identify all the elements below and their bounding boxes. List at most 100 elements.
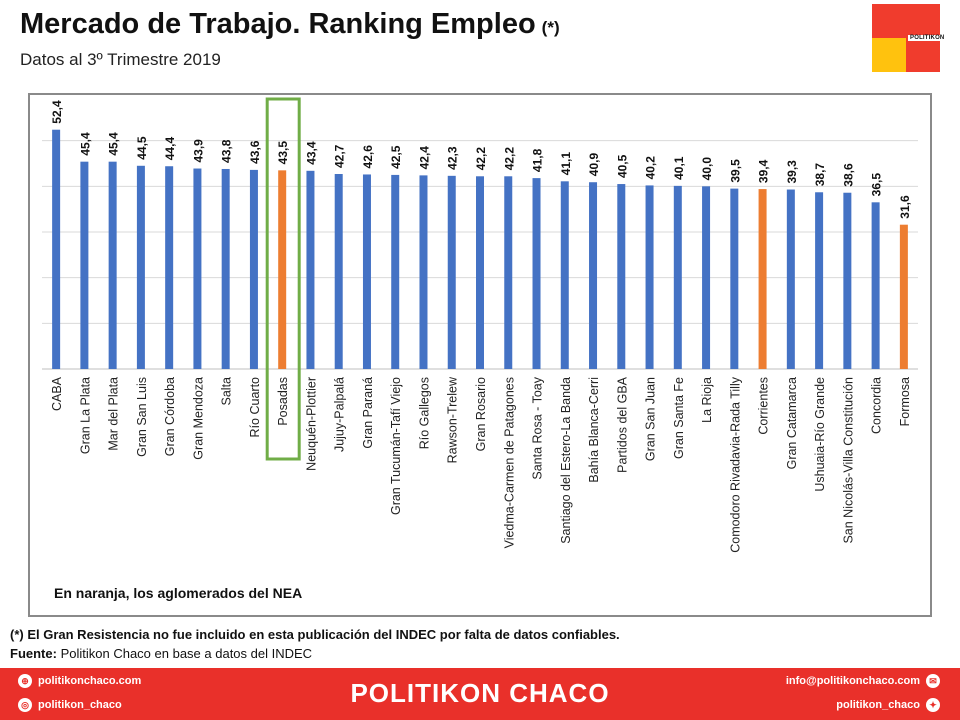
page-title: Mercado de Trabajo. Ranking Empleo (*) <box>20 8 560 41</box>
bar <box>843 192 852 369</box>
category-label: Posadas <box>276 377 290 426</box>
category-label: Mar del Plata <box>107 377 121 451</box>
chart-frame: 52,4 CABA 45,4 Gran La Plata 45,4 Mar del Pla… <box>28 93 932 617</box>
title-text: Mercado de Trabajo. Ranking Empleo <box>20 8 536 40</box>
globe-icon: ⊕ <box>18 674 32 688</box>
category-label: Gran Catamarca <box>785 377 799 469</box>
bar <box>80 161 89 369</box>
category-label: Salta <box>220 377 234 406</box>
bar <box>249 169 258 369</box>
bar-value-label: 41,8 <box>531 148 545 172</box>
source-line: Fuente: Politikon Chaco en base a datos … <box>10 646 312 661</box>
bar <box>560 181 569 369</box>
category-label: Ushuaia-Río Grande <box>813 377 827 492</box>
bar <box>419 175 428 369</box>
footer-brand: POLITIKON CHACO <box>350 678 610 708</box>
bar-value-label: 42,2 <box>474 147 488 171</box>
bar <box>52 129 61 369</box>
bar-value-label: 44,5 <box>135 136 149 160</box>
footer-bar: ⊕ politikonchaco.com ◎ politikon_chaco P… <box>0 668 960 720</box>
bar-value-label: 42,6 <box>361 145 375 169</box>
category-label: Gran Paraná <box>361 377 375 449</box>
bar-value-label: 39,5 <box>728 159 742 183</box>
bar <box>871 202 880 369</box>
bar-value-label: 40,2 <box>644 156 658 180</box>
bar <box>447 175 456 369</box>
bar <box>391 174 400 369</box>
footer-website-text: politikonchaco.com <box>38 675 142 687</box>
category-label: Partidos del GBA <box>615 376 629 473</box>
bar-value-label: 42,3 <box>446 146 460 170</box>
bar-value-label: 43,8 <box>220 139 234 163</box>
mail-icon: ✉ <box>926 674 940 688</box>
bar-value-label: 31,6 <box>898 195 912 219</box>
bar <box>362 174 371 369</box>
category-label: Río Cuarto <box>248 377 262 437</box>
footer-website[interactable]: ⊕ politikonchaco.com <box>12 674 141 688</box>
bar <box>165 166 174 369</box>
bar-value-label: 40,0 <box>700 157 714 181</box>
category-label: Río Gallegos <box>417 377 431 449</box>
bar <box>589 182 598 369</box>
bar-value-label: 39,3 <box>785 160 799 184</box>
bar-value-label: 40,1 <box>672 156 686 180</box>
footer-twitter[interactable]: politikon_chaco ✦ <box>836 698 946 712</box>
page-subtitle: Datos al 3º Trimestre 2019 <box>20 50 221 69</box>
category-label: Gran San Juan <box>644 377 658 461</box>
category-label: Formosa <box>898 377 912 426</box>
source-label: Fuente: <box>10 646 57 661</box>
highlight-box <box>265 97 301 461</box>
bar-value-label: 44,4 <box>163 137 177 161</box>
category-label: Concordia <box>870 377 884 434</box>
category-label: Gran La Plata <box>78 377 92 454</box>
category-label: La Rioja <box>700 377 714 423</box>
bar <box>617 184 626 369</box>
footer-instagram[interactable]: ◎ politikon_chaco <box>12 698 122 712</box>
politikon-logo: POLITIKON <box>872 4 947 72</box>
bar-value-label: 52,4 <box>50 100 64 124</box>
bar-value-label: 43,4 <box>304 141 318 165</box>
bar-value-label: 42,4 <box>417 146 431 170</box>
bar <box>306 170 315 369</box>
bar-value-label: 39,4 <box>757 159 771 183</box>
bar-value-label: 38,6 <box>841 163 855 187</box>
bar <box>136 165 145 369</box>
footer-twitter-text: politikon_chaco <box>836 699 920 711</box>
bar <box>108 161 117 369</box>
logo-square-top-right <box>906 4 940 38</box>
footer-instagram-text: politikon_chaco <box>38 699 122 711</box>
title-note: (*) <box>541 18 560 37</box>
bar <box>786 189 795 369</box>
bar-value-label: 40,5 <box>615 154 629 178</box>
bar-value-label: 42,2 <box>502 147 516 171</box>
chart-annotation: En naranja, los aglomerados del NEA <box>54 585 303 601</box>
bar-chart: 52,4 CABA 45,4 Gran La Plata 45,4 Mar del Pla… <box>42 97 918 553</box>
logo-square-bottom-right <box>906 38 940 72</box>
bar <box>532 178 541 369</box>
bar <box>193 168 202 369</box>
bar <box>899 224 908 369</box>
bar <box>476 176 484 369</box>
bar-value-label: 36,5 <box>870 173 884 197</box>
logo-brand-text: POLITIKON <box>908 35 947 41</box>
bar-value-label: 40,9 <box>587 153 601 177</box>
bar-value-label: 42,7 <box>333 144 347 168</box>
footnote: (*) El Gran Resistencia no fue incluido … <box>10 627 620 642</box>
bar <box>645 185 654 369</box>
footer-email[interactable]: info@politikonchaco.com ✉ <box>786 674 946 688</box>
category-label: Rawson-Trelew <box>446 376 460 463</box>
logo-square-bottom-left <box>872 38 906 72</box>
category-label: Gran San Luis <box>135 377 149 457</box>
bar-value-label: 41,1 <box>559 152 573 176</box>
category-label: CABA <box>50 376 64 411</box>
bar <box>504 176 513 369</box>
category-label: Comodoro Rivadavia-Rada Tilly <box>728 376 742 553</box>
bar <box>730 188 739 369</box>
category-label: Neuquén-Plottier <box>304 377 318 471</box>
source-text: Politikon Chaco en base a datos del INDE… <box>60 646 313 661</box>
bar <box>702 186 711 369</box>
bar <box>758 189 767 369</box>
bar-value-label: 45,4 <box>78 132 92 156</box>
bar <box>673 185 682 369</box>
bar <box>278 170 287 369</box>
